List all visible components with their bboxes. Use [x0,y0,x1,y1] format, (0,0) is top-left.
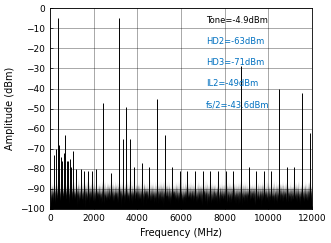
Text: Tone=-4.9dBm: Tone=-4.9dBm [206,16,268,25]
Text: IL2=-49dBm: IL2=-49dBm [206,79,258,88]
Y-axis label: Amplitude (dBm): Amplitude (dBm) [5,67,15,150]
Text: HD2=-63dBm: HD2=-63dBm [206,37,264,46]
Text: HD3=-71dBm: HD3=-71dBm [206,59,264,68]
Text: fs/2=-43.6dBm: fs/2=-43.6dBm [206,101,269,110]
X-axis label: Frequency (MHz): Frequency (MHz) [140,228,222,238]
